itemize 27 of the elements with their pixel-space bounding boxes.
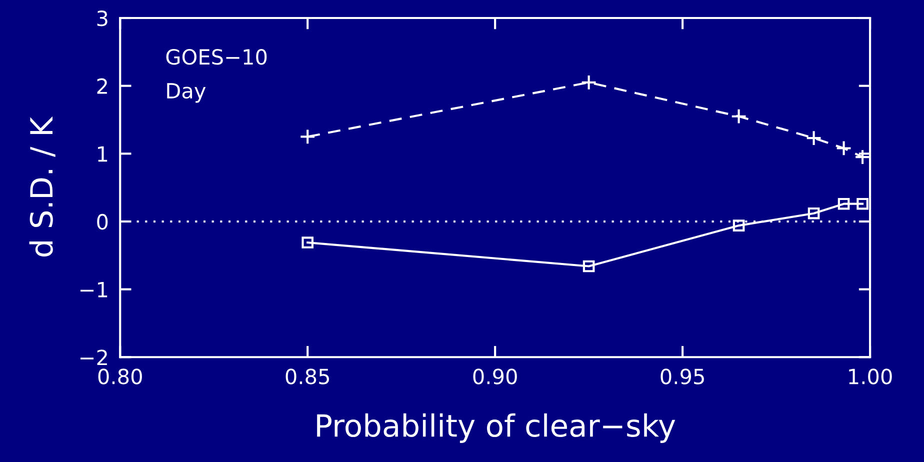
- point: [730, 108, 747, 124]
- annotation: GOES−10: [166, 48, 267, 65]
- point: [732, 220, 745, 232]
- point: [582, 260, 595, 272]
- point: [808, 207, 820, 220]
- point: [838, 198, 850, 210]
- point: [580, 74, 597, 90]
- point: [300, 128, 316, 145]
- x-axis-title: Probability of clear−sky: [317, 413, 676, 443]
- y-axis-title: d S.D. / K: [29, 116, 56, 256]
- point: [836, 140, 852, 156]
- x-tick-label: 1.00: [849, 368, 892, 384]
- x-tick-label: 0.85: [286, 368, 329, 384]
- y-tick-label: 0: [97, 214, 108, 230]
- point: [806, 130, 822, 146]
- x-tick-label: 0.95: [660, 368, 704, 384]
- annotation: Day: [167, 83, 206, 103]
- y-tick-label: −2: [80, 350, 107, 366]
- y-tick-label: 3: [97, 10, 108, 26]
- point: [856, 198, 868, 210]
- y-tick-label: −1: [80, 282, 108, 298]
- point: [302, 236, 314, 248]
- y-tick-label: 2: [97, 78, 107, 94]
- y-tick-label: 1: [98, 146, 108, 162]
- x-tick-label: 0.80: [98, 368, 142, 384]
- x-tick-label: 0.90: [473, 368, 517, 384]
- point: [854, 149, 870, 166]
